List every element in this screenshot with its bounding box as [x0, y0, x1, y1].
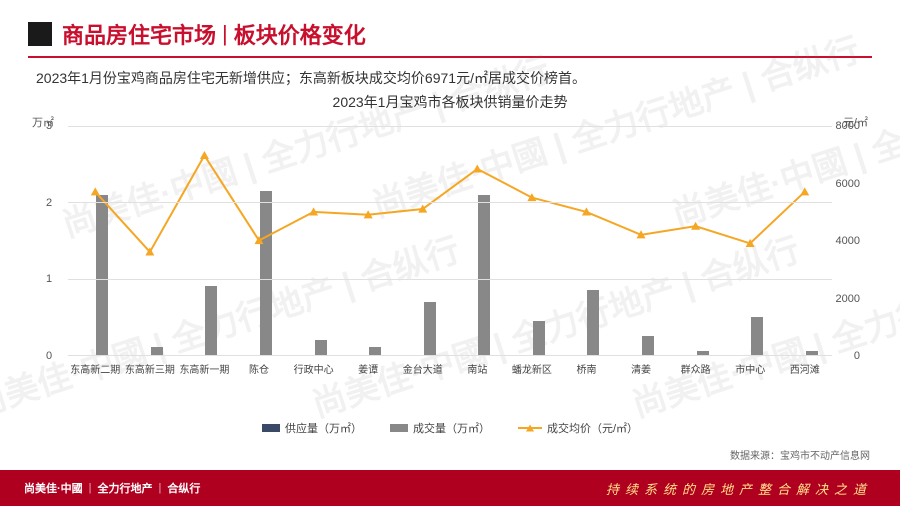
legend-supply-label: 供应量（万㎡） — [285, 420, 362, 436]
ytick-right: 4000 — [836, 235, 860, 247]
category-2: 东高新一期 — [177, 126, 232, 355]
plot-area: 东高新二期东高新三期东高新一期陈仓行政中心姜谭金台大道南站蟠龙新区桥南清姜群众路… — [68, 126, 832, 356]
bar-volume — [369, 347, 381, 355]
gridline — [68, 202, 832, 203]
ytick-right: 0 — [854, 350, 860, 362]
bar-volume — [587, 290, 599, 355]
chart-container: 2023年1月宝鸡市各板块供销量价走势 万㎡ 元/㎡ 东高新二期东高新三期东高新… — [28, 92, 872, 458]
swatch-price — [518, 427, 542, 429]
bars-layer: 东高新二期东高新三期东高新一期陈仓行政中心姜谭金台大道南站蟠龙新区桥南清姜群众路… — [68, 126, 832, 355]
category-0: 东高新二期 — [68, 126, 123, 355]
footer-brand-0: 尚美佳·中國 — [24, 480, 83, 496]
x-label: 清姜 — [631, 361, 651, 376]
x-label: 陈仓 — [249, 361, 269, 376]
x-label: 姜谭 — [358, 361, 378, 376]
chart-title: 2023年1月宝鸡市各板块供销量价走势 — [28, 92, 872, 112]
category-5: 姜谭 — [341, 126, 396, 355]
category-6: 金台大道 — [395, 126, 450, 355]
category-1: 东高新三期 — [123, 126, 178, 355]
x-label: 东高新二期 — [70, 361, 120, 376]
footer-brand-2: 合纵行 — [167, 480, 200, 496]
title-divider: | — [222, 21, 228, 47]
bar-volume — [151, 347, 163, 355]
footer-sep: | — [89, 482, 92, 494]
x-label: 东高新一期 — [179, 361, 229, 376]
x-label: 东高新三期 — [125, 361, 175, 376]
footer-brand-1: 全力行地产 — [98, 480, 153, 496]
gridline — [68, 126, 832, 127]
bar-volume — [424, 302, 436, 355]
category-9: 桥南 — [559, 126, 614, 355]
footer-slogan: 持续系统的房地产整合解决之道 — [606, 479, 900, 498]
bar-volume — [478, 195, 490, 355]
ytick-right: 2000 — [836, 293, 860, 305]
category-4: 行政中心 — [286, 126, 341, 355]
x-label: 金台大道 — [403, 361, 443, 376]
header-accent-block — [28, 22, 52, 46]
x-label: 蟠龙新区 — [512, 361, 552, 376]
legend-volume: 成交量（万㎡） — [390, 420, 490, 436]
category-8: 蟠龙新区 — [505, 126, 560, 355]
legend-supply: 供应量（万㎡） — [262, 420, 362, 436]
category-11: 群众路 — [668, 126, 723, 355]
subtitle-text: 2023年1月份宝鸡商品房住宅无新增供应；东高新板块成交均价6971元/㎡居成交… — [0, 58, 900, 88]
category-7: 南站 — [450, 126, 505, 355]
bar-volume — [260, 191, 272, 355]
x-label: 市中心 — [735, 361, 765, 376]
category-10: 清姜 — [614, 126, 669, 355]
x-label: 桥南 — [576, 361, 596, 376]
footer-brands: 尚美佳·中國 | 全力行地产 | 合纵行 — [0, 480, 200, 496]
category-3: 陈仓 — [232, 126, 287, 355]
x-label: 行政中心 — [294, 361, 334, 376]
x-label: 西河滩 — [790, 361, 820, 376]
title-section-a: 商品房住宅市场 — [62, 18, 216, 50]
combo-chart: 万㎡ 元/㎡ 东高新二期东高新三期东高新一期陈仓行政中心姜谭金台大道南站蟠龙新区… — [28, 116, 872, 396]
category-13: 西河滩 — [778, 126, 833, 355]
data-source: 数据来源：宝鸡市不动产信息网 — [730, 447, 870, 462]
legend-price: 成交均价（元/㎡） — [518, 420, 638, 436]
swatch-volume — [390, 424, 408, 432]
slide-header: 商品房住宅市场 | 板块价格变化 — [0, 0, 900, 50]
title-section-b: 板块价格变化 — [234, 18, 366, 50]
ytick-right: 8000 — [836, 120, 860, 132]
bar-volume — [205, 286, 217, 355]
bar-volume — [96, 195, 108, 355]
bar-volume — [533, 321, 545, 355]
bar-volume — [315, 340, 327, 355]
bar-volume — [642, 336, 654, 355]
chart-legend: 供应量（万㎡） 成交量（万㎡） 成交均价（元/㎡） — [28, 420, 872, 436]
page-title: 商品房住宅市场 | 板块价格变化 — [62, 18, 366, 50]
footer-bar: 尚美佳·中國 | 全力行地产 | 合纵行 持续系统的房地产整合解决之道 — [0, 470, 900, 506]
category-12: 市中心 — [723, 126, 778, 355]
ytick-left: 3 — [46, 120, 52, 132]
x-label: 南站 — [467, 361, 487, 376]
ytick-left: 0 — [46, 350, 52, 362]
ytick-left: 2 — [46, 197, 52, 209]
swatch-supply — [262, 424, 280, 432]
x-label: 群众路 — [681, 361, 711, 376]
legend-volume-label: 成交量（万㎡） — [413, 420, 490, 436]
bar-volume — [751, 317, 763, 355]
gridline — [68, 355, 832, 356]
gridline — [68, 279, 832, 280]
ytick-right: 6000 — [836, 178, 860, 190]
footer-sep: | — [159, 482, 162, 494]
ytick-left: 1 — [46, 273, 52, 285]
legend-price-label: 成交均价（元/㎡） — [547, 420, 638, 436]
